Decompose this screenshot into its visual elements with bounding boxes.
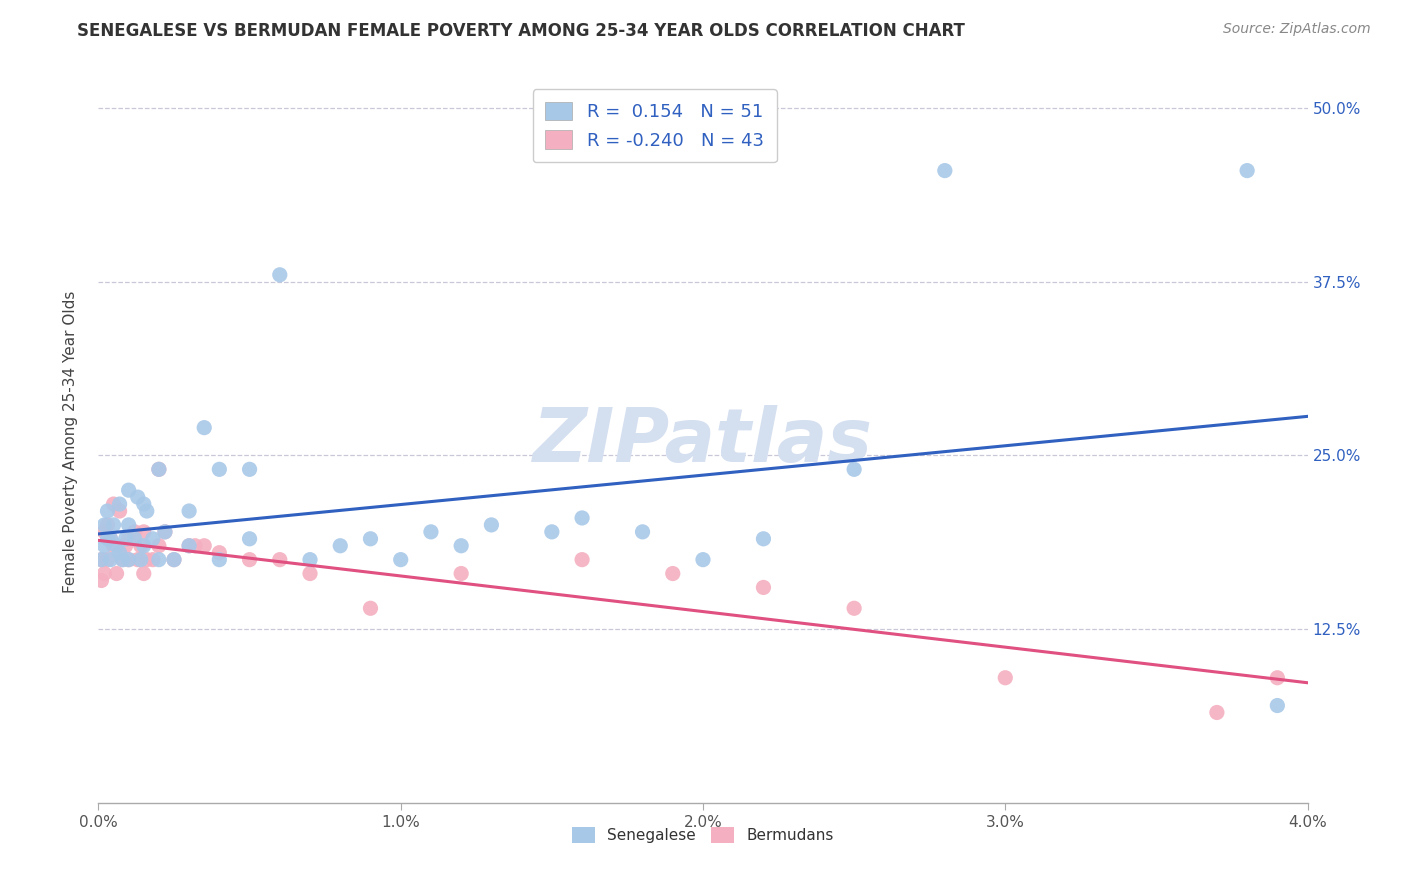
Point (193, 539, 215, 553)
Point (934, 163, 956, 178)
Point (132, 524, 155, 539)
Point (692, 552, 714, 566)
Point (96, 504, 118, 518)
Point (360, 601, 382, 615)
Point (124, 524, 146, 539)
Text: Source: ZipAtlas.com: Source: ZipAtlas.com (1223, 22, 1371, 37)
Point (299, 566, 322, 581)
Point (269, 552, 291, 566)
Point (118, 517, 141, 532)
Point (108, 497, 131, 511)
Point (129, 552, 152, 566)
Point (208, 462, 231, 476)
Point (90, 574, 112, 588)
Point (239, 462, 262, 476)
Point (329, 539, 352, 553)
Point (1206, 706, 1229, 720)
Point (132, 497, 155, 511)
Point (269, 268, 291, 282)
Point (124, 532, 146, 546)
Y-axis label: Female Poverty Among 25-34 Year Olds: Female Poverty Among 25-34 Year Olds (63, 291, 77, 592)
Point (148, 539, 170, 553)
Point (299, 552, 322, 566)
Point (752, 581, 775, 595)
Point (631, 524, 654, 539)
Point (661, 566, 683, 581)
Point (96, 517, 118, 532)
Point (481, 517, 503, 532)
Point (93, 539, 115, 553)
Point (994, 671, 1017, 685)
Point (132, 566, 155, 581)
Point (163, 552, 186, 566)
Point (1267, 671, 1289, 685)
Point (239, 552, 262, 566)
Point (103, 497, 125, 511)
Point (450, 539, 472, 553)
Point (100, 532, 122, 546)
Point (571, 511, 593, 525)
Point (118, 483, 141, 498)
Point (540, 524, 562, 539)
Point (450, 566, 472, 581)
Point (103, 517, 125, 532)
Point (105, 566, 128, 581)
Point (179, 539, 201, 553)
Point (127, 490, 149, 504)
Point (389, 552, 412, 566)
Point (142, 532, 165, 546)
Point (1236, 163, 1258, 178)
Point (114, 539, 136, 553)
Point (179, 539, 201, 553)
Point (1267, 698, 1289, 713)
Point (108, 546, 131, 560)
Point (105, 539, 128, 553)
Point (752, 532, 775, 546)
Point (148, 462, 170, 476)
Point (844, 601, 866, 615)
Point (129, 539, 152, 553)
Point (135, 504, 157, 518)
Legend: Senegalese, Bermudans: Senegalese, Bermudans (567, 822, 839, 849)
Point (179, 504, 201, 518)
Point (100, 552, 122, 566)
Point (93, 566, 115, 581)
Point (93, 517, 115, 532)
Point (844, 462, 866, 476)
Point (420, 524, 443, 539)
Point (142, 552, 165, 566)
Point (103, 539, 125, 553)
Text: SENEGALESE VS BERMUDAN FEMALE POVERTY AMONG 25-34 YEAR OLDS CORRELATION CHART: SENEGALESE VS BERMUDAN FEMALE POVERTY AM… (77, 22, 965, 40)
Point (184, 539, 207, 553)
Point (111, 552, 134, 566)
Point (153, 524, 176, 539)
Point (118, 552, 141, 566)
Point (90, 552, 112, 566)
Point (114, 532, 136, 546)
Point (571, 552, 593, 566)
Point (135, 552, 157, 566)
Point (111, 552, 134, 566)
Point (148, 462, 170, 476)
Point (360, 532, 382, 546)
Point (100, 532, 122, 546)
Point (118, 532, 141, 546)
Point (208, 546, 231, 560)
Point (153, 524, 176, 539)
Point (90, 552, 112, 566)
Point (148, 552, 170, 566)
Point (96, 552, 118, 566)
Point (127, 552, 149, 566)
Point (96, 532, 118, 546)
Point (108, 546, 131, 560)
Point (208, 552, 231, 566)
Text: ZIPatlas: ZIPatlas (533, 405, 873, 478)
Point (132, 539, 155, 553)
Point (163, 552, 186, 566)
Point (193, 420, 215, 434)
Point (239, 532, 262, 546)
Point (118, 552, 141, 566)
Point (108, 504, 131, 518)
Point (93, 524, 115, 539)
